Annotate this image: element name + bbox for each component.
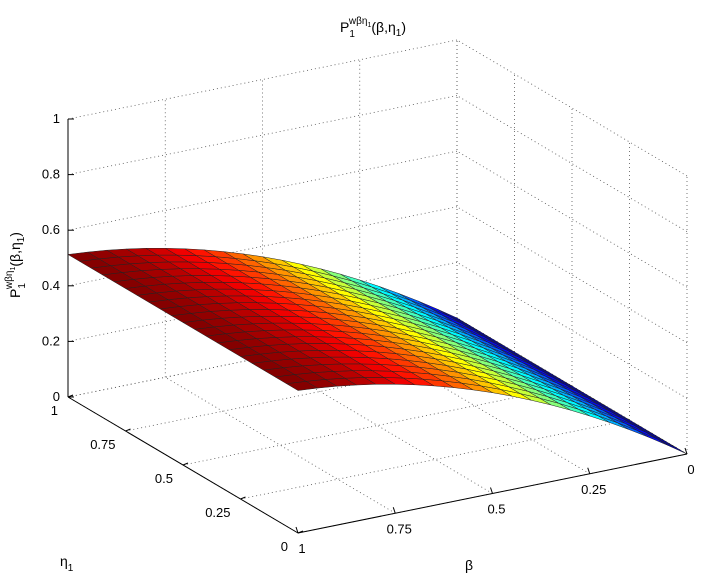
y-tick-label: 0.25 bbox=[205, 505, 230, 520]
y-tick-label: 0.5 bbox=[155, 471, 173, 486]
grid-line-floor bbox=[240, 419, 630, 500]
grid-line-z bbox=[456, 95, 688, 232]
surface-patch bbox=[636, 429, 668, 446]
y-tick bbox=[182, 462, 189, 466]
x-tick-label: 0.25 bbox=[581, 482, 606, 497]
y-axis-label: η1 bbox=[60, 553, 74, 574]
y-tick bbox=[297, 530, 304, 534]
y-tick-label: 1 bbox=[51, 403, 58, 418]
y-tick bbox=[67, 394, 74, 398]
grid-line-z bbox=[67, 39, 458, 120]
grid-line-z bbox=[456, 206, 688, 344]
grid-line-floor bbox=[262, 357, 493, 494]
z-tick-label: 0.6 bbox=[42, 222, 60, 237]
surface-patch bbox=[624, 423, 657, 439]
grid-line-z bbox=[67, 95, 458, 175]
x-tick bbox=[490, 487, 493, 494]
x-tick bbox=[684, 447, 688, 455]
grid-line-floor bbox=[165, 376, 396, 514]
z-tick-label: 1 bbox=[53, 111, 60, 126]
grid-line-z bbox=[456, 150, 688, 288]
z-tick-label: 0.4 bbox=[42, 278, 60, 293]
x-tick-label: 0.75 bbox=[387, 521, 412, 536]
y-tick-label: 0 bbox=[281, 539, 288, 554]
z-axis-label: P1wβη1(β,η1) bbox=[4, 232, 28, 298]
x-tick bbox=[295, 526, 299, 534]
y-tick bbox=[125, 428, 131, 432]
x-tick bbox=[392, 507, 396, 514]
x-tick-label: 0.5 bbox=[487, 502, 505, 517]
grid-line-z bbox=[456, 39, 688, 177]
y-tick bbox=[240, 496, 246, 500]
surface-mesh bbox=[67, 248, 688, 455]
x-tick-label: 1 bbox=[298, 541, 305, 556]
grid-line-floor bbox=[182, 385, 573, 466]
x-tick bbox=[587, 467, 591, 474]
z-tick-label: 0 bbox=[53, 389, 60, 404]
z-tick-label: 0.8 bbox=[42, 167, 60, 182]
x-axis-label: β bbox=[465, 557, 473, 573]
z-tick-label: 0.2 bbox=[42, 333, 60, 348]
grid-line-z bbox=[67, 150, 458, 231]
x-tick-label: 0 bbox=[687, 462, 694, 477]
grid-line-floor bbox=[359, 337, 590, 475]
y-tick-label: 0.75 bbox=[90, 437, 115, 452]
chart-title: P1wβη1(β,η1) bbox=[340, 16, 406, 40]
grid-line-z bbox=[456, 262, 688, 399]
